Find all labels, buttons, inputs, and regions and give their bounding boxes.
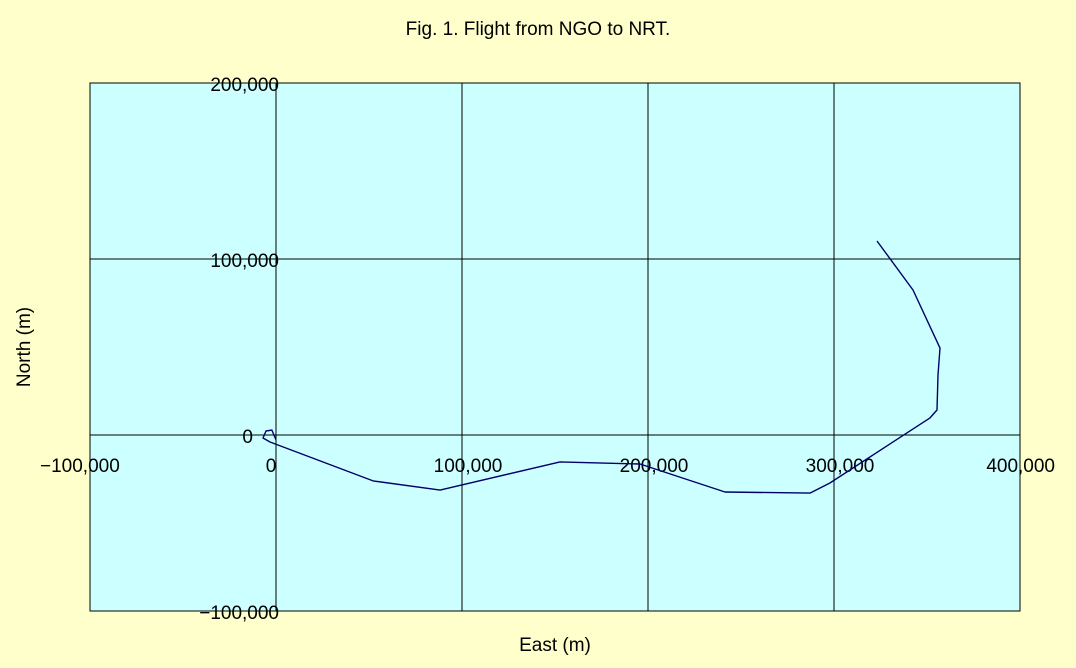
series-line-flight-path [262, 240, 941, 494]
x-tick-label: 100,000 [434, 456, 503, 477]
tick-labels: −100,000 0 100,000 200,000 300,000 400,000 −10… [40, 75, 1055, 624]
x-axis-label: East (m) [519, 635, 591, 656]
y-axis-label: North (m) [14, 307, 35, 387]
grid [89, 82, 1021, 612]
x-tick-label: −100,000 [40, 456, 120, 477]
y-tick-label: 200,000 [210, 75, 279, 96]
plot-area [89, 82, 1021, 612]
chart-title: Fig. 1. Flight from NGO to NRT. [406, 19, 671, 40]
x-tick-label: 300,000 [806, 456, 875, 477]
y-tick-label: 100,000 [210, 251, 279, 272]
x-tick-label: 0 [266, 456, 277, 477]
x-tick-label: 400,000 [986, 456, 1055, 477]
y-tick-label: 0 [242, 427, 253, 448]
y-tick-label: −100,000 [199, 603, 279, 624]
series [262, 240, 941, 494]
x-tick-label: 200,000 [620, 456, 689, 477]
